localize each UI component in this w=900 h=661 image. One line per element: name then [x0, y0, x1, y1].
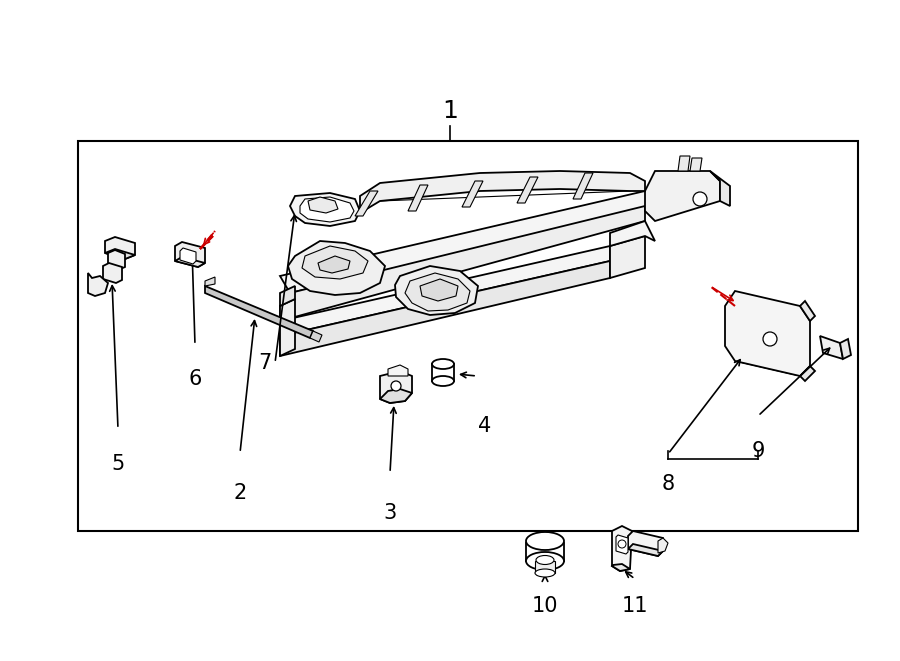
Polygon shape: [535, 561, 555, 573]
Text: 10: 10: [532, 596, 558, 616]
Text: 11: 11: [622, 596, 648, 616]
Polygon shape: [405, 273, 470, 311]
Polygon shape: [380, 389, 412, 403]
Polygon shape: [308, 197, 338, 213]
Polygon shape: [280, 246, 610, 336]
Polygon shape: [355, 191, 378, 216]
Ellipse shape: [535, 569, 555, 577]
Polygon shape: [612, 526, 632, 571]
Polygon shape: [420, 279, 458, 301]
Polygon shape: [310, 331, 322, 342]
Polygon shape: [290, 193, 360, 226]
Polygon shape: [103, 263, 122, 283]
Text: 2: 2: [233, 483, 247, 503]
Polygon shape: [205, 277, 215, 286]
Polygon shape: [300, 197, 354, 222]
Polygon shape: [105, 249, 135, 259]
Polygon shape: [800, 366, 815, 381]
Polygon shape: [88, 273, 108, 296]
Polygon shape: [280, 286, 295, 306]
Bar: [78, 141, 858, 531]
Polygon shape: [573, 173, 593, 199]
Polygon shape: [616, 535, 628, 554]
Polygon shape: [517, 177, 538, 203]
Circle shape: [763, 332, 777, 346]
Polygon shape: [288, 241, 385, 295]
Circle shape: [693, 192, 707, 206]
Polygon shape: [610, 221, 655, 246]
Polygon shape: [175, 242, 205, 267]
Circle shape: [618, 540, 626, 548]
Polygon shape: [205, 286, 313, 338]
Text: 1: 1: [442, 99, 458, 123]
Polygon shape: [800, 301, 815, 321]
Polygon shape: [302, 246, 368, 279]
Ellipse shape: [536, 555, 554, 564]
Polygon shape: [645, 171, 720, 221]
Polygon shape: [380, 371, 412, 403]
Polygon shape: [105, 237, 135, 259]
Ellipse shape: [432, 359, 454, 369]
Polygon shape: [318, 256, 350, 273]
Polygon shape: [840, 339, 851, 359]
Ellipse shape: [526, 532, 564, 550]
Polygon shape: [628, 531, 663, 556]
Polygon shape: [280, 191, 655, 293]
Polygon shape: [612, 564, 630, 571]
Polygon shape: [280, 206, 645, 321]
Polygon shape: [628, 544, 663, 556]
Polygon shape: [678, 156, 690, 171]
Text: 6: 6: [188, 369, 202, 389]
Polygon shape: [388, 365, 408, 376]
Text: 9: 9: [752, 441, 765, 461]
Polygon shape: [610, 236, 645, 278]
Circle shape: [391, 381, 401, 391]
Polygon shape: [108, 250, 125, 270]
Text: 4: 4: [478, 416, 491, 436]
Text: 7: 7: [259, 353, 272, 373]
Text: 5: 5: [112, 454, 124, 474]
Polygon shape: [690, 158, 702, 171]
Polygon shape: [175, 257, 205, 267]
Ellipse shape: [432, 376, 454, 386]
Polygon shape: [180, 248, 196, 264]
Ellipse shape: [526, 552, 564, 570]
Polygon shape: [408, 185, 428, 211]
Text: 8: 8: [662, 474, 675, 494]
Polygon shape: [658, 538, 668, 553]
Polygon shape: [360, 171, 645, 213]
Polygon shape: [395, 266, 478, 315]
Polygon shape: [820, 336, 843, 359]
Polygon shape: [280, 299, 295, 356]
Polygon shape: [725, 291, 810, 376]
Text: 3: 3: [383, 503, 397, 523]
Polygon shape: [710, 171, 730, 206]
Polygon shape: [462, 181, 483, 207]
Polygon shape: [280, 261, 610, 356]
